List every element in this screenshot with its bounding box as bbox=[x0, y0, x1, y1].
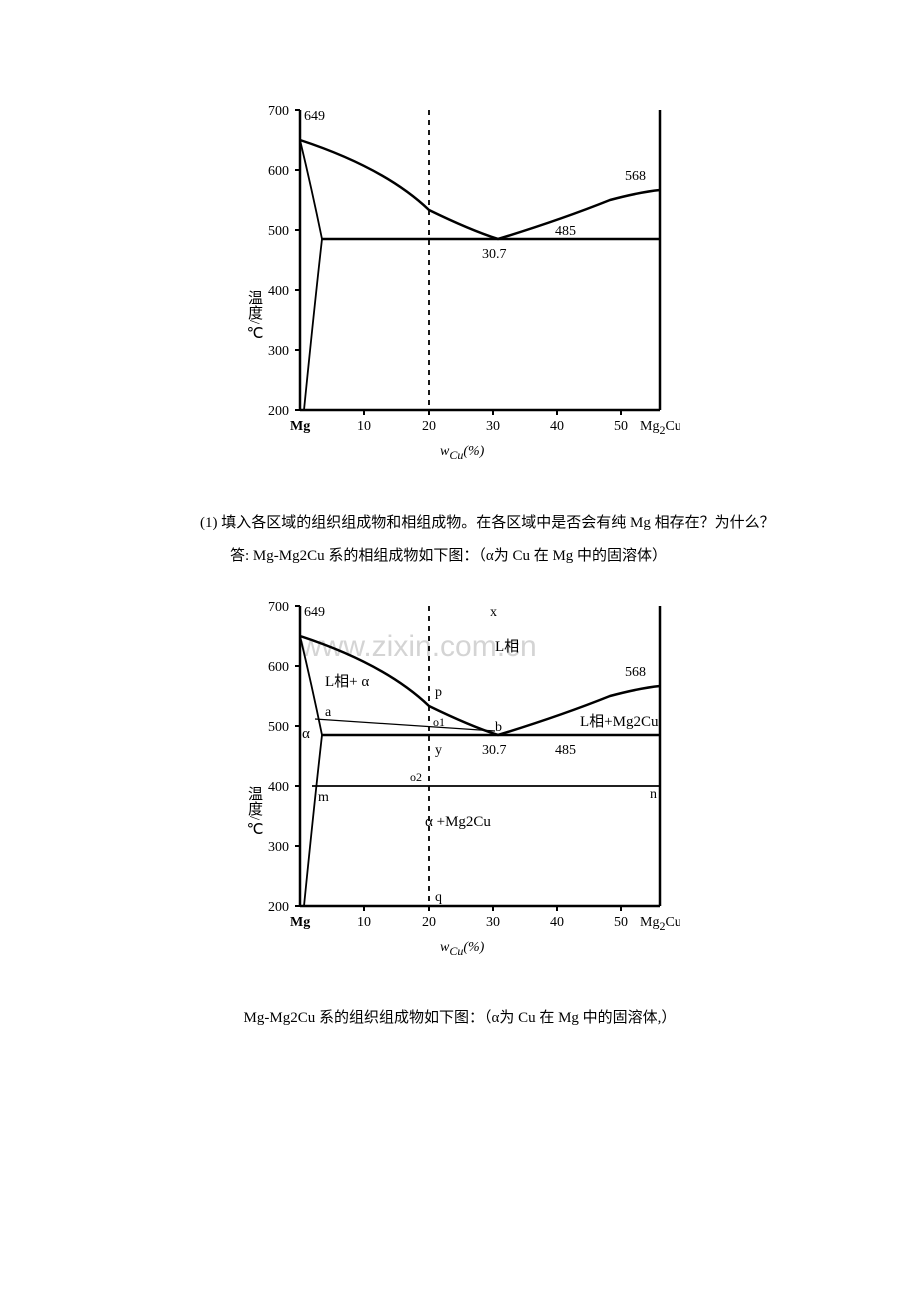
svg-text:50: 50 bbox=[614, 915, 628, 930]
ytick-400: 400 bbox=[268, 284, 289, 299]
svg-text:10: 10 bbox=[357, 915, 371, 930]
pt-m: m bbox=[318, 790, 329, 805]
solvus bbox=[304, 239, 322, 410]
lbl-485: 485 bbox=[555, 224, 576, 239]
liquidus-left bbox=[300, 140, 498, 239]
xtick-10: 10 bbox=[357, 419, 371, 434]
lbl-307: 30.7 bbox=[482, 247, 507, 262]
q1-text: 填入各区域的组织组成物和相组成物。在各区域中是否会有纯 Mg 相存在？为什么？ bbox=[221, 515, 774, 531]
y-title: 温度/℃ bbox=[246, 290, 263, 342]
svg-text:40: 40 bbox=[550, 915, 564, 930]
x-right-label: Mg2Cu bbox=[640, 419, 680, 437]
lbl-649: 649 bbox=[304, 109, 325, 124]
region-L-mg2cu: L相+Mg2Cu bbox=[580, 713, 659, 730]
ytick-300: 300 bbox=[268, 344, 289, 359]
ytick-200: 200 bbox=[268, 404, 289, 419]
svg-text:500: 500 bbox=[268, 720, 289, 735]
liquidus-right bbox=[498, 190, 660, 239]
ans-label: 答: bbox=[230, 548, 249, 564]
lbl-568: 568 bbox=[625, 169, 646, 184]
xtick-30: 30 bbox=[486, 419, 500, 434]
phase-diagram-2: www.zixin.com.cn 200 300 400 500 600 bbox=[60, 576, 860, 976]
svg-text:20: 20 bbox=[422, 915, 436, 930]
svg-text:温度/℃: 温度/℃ bbox=[246, 786, 263, 838]
pt-p: p bbox=[435, 685, 442, 700]
region-L: L相 bbox=[495, 638, 519, 655]
xtick-50: 50 bbox=[614, 419, 628, 434]
question-1: (1) 填入各区域的组织组成物和相组成物。在各区域中是否会有纯 Mg 相存在？为… bbox=[200, 510, 820, 537]
caption-2: Mg-Mg2Cu 系的组织组成物如下图：（α为 Cu 在 Mg 中的固溶体,） bbox=[60, 1006, 860, 1027]
solidus-alpha bbox=[300, 140, 322, 239]
pt-b: b bbox=[495, 720, 502, 735]
svg-text:600: 600 bbox=[268, 660, 289, 675]
region-alpha-mg2cu: α +Mg2Cu bbox=[425, 814, 491, 830]
pt-q: q bbox=[435, 890, 442, 905]
pt-x: x bbox=[490, 605, 497, 620]
svg-text:700: 700 bbox=[268, 600, 289, 615]
svg-text:300: 300 bbox=[268, 840, 289, 855]
ytick-700: 700 bbox=[268, 104, 289, 119]
svg-text:Mg2Cu: Mg2Cu bbox=[640, 915, 680, 933]
x-title: wCu(%) bbox=[440, 444, 485, 462]
svg-text:649: 649 bbox=[304, 605, 325, 620]
pt-n: n bbox=[650, 787, 657, 802]
svg-text:568: 568 bbox=[625, 665, 646, 680]
svg-text:wCu(%): wCu(%) bbox=[440, 940, 485, 958]
svg-text:400: 400 bbox=[268, 780, 289, 795]
svg-text:Mg: Mg bbox=[290, 915, 310, 930]
pt-o1: o1 bbox=[433, 715, 445, 729]
pt-a: a bbox=[325, 705, 332, 720]
svg-text:485: 485 bbox=[555, 743, 576, 758]
x-left-label: Mg bbox=[290, 419, 310, 434]
q1-num: (1) bbox=[200, 515, 218, 531]
ans-text: Mg-Mg2Cu 系的相组成物如下图：（α为 Cu 在 Mg 中的固溶体） bbox=[253, 548, 667, 564]
pt-o2: o2 bbox=[410, 770, 422, 784]
svg-text:30: 30 bbox=[486, 915, 500, 930]
svg-text:30.7: 30.7 bbox=[482, 743, 507, 758]
region-L-alpha: L相+ α bbox=[325, 673, 369, 690]
region-alpha: α bbox=[302, 726, 310, 742]
answer-1: 答: Mg-Mg2Cu 系的相组成物如下图：（α为 Cu 在 Mg 中的固溶体） bbox=[230, 543, 820, 570]
ytick-600: 600 bbox=[268, 164, 289, 179]
xtick-40: 40 bbox=[550, 419, 564, 434]
ytick-500: 500 bbox=[268, 224, 289, 239]
pt-y: y bbox=[435, 743, 442, 758]
xtick-20: 20 bbox=[422, 419, 436, 434]
svg-text:200: 200 bbox=[268, 900, 289, 915]
phase-diagram-1: 200 300 400 500 600 700 10 20 30 40 50 bbox=[60, 80, 860, 480]
